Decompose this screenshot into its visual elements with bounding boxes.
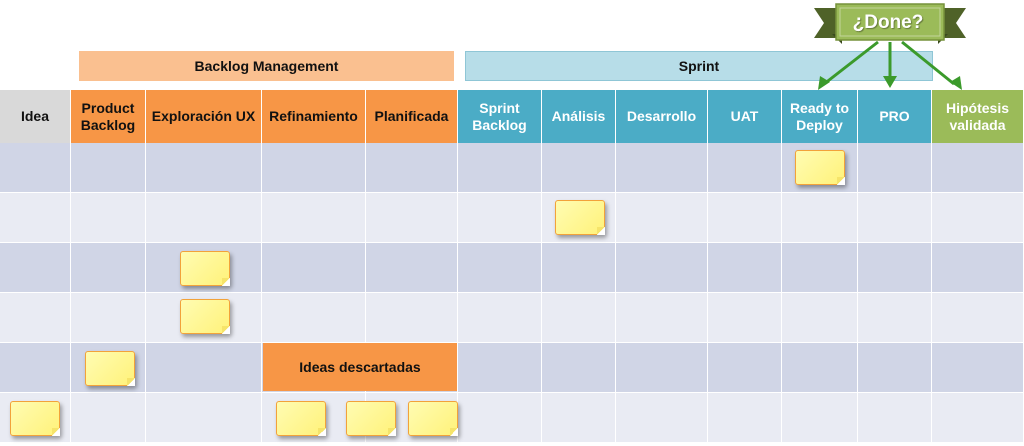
grid-cell — [708, 343, 782, 393]
sticky-note[interactable] — [10, 401, 60, 436]
discarded-ideas-banner: Ideas descartadas — [263, 343, 457, 391]
grid-cell — [932, 193, 1024, 243]
grid-cell — [858, 143, 932, 193]
grid-cell — [458, 343, 542, 393]
grid-cell — [708, 193, 782, 243]
grid-cell — [542, 293, 616, 343]
sprint-bar: Sprint — [465, 51, 933, 81]
done-ribbon — [814, 3, 966, 90]
column-header-idea: Idea — [0, 90, 71, 143]
column-header-refinamiento: Refinamiento — [262, 90, 366, 143]
grid-cell — [542, 393, 616, 443]
column-header-product-backlog: Product Backlog — [71, 90, 146, 143]
grid-cell — [71, 243, 146, 293]
column-header-planificada: Planificada — [366, 90, 458, 143]
grid-cell — [782, 343, 858, 393]
grid-cell — [932, 293, 1024, 343]
grid-cell — [616, 193, 708, 243]
grid-cell — [708, 393, 782, 443]
column-header-desarrollo: Desarrollo — [616, 90, 708, 143]
grid-cell — [458, 143, 542, 193]
grid-cell — [782, 243, 858, 293]
grid-cell — [366, 143, 458, 193]
grid-cell — [858, 243, 932, 293]
grid-cell — [858, 193, 932, 243]
grid-cell — [0, 193, 71, 243]
column-header-pro: PRO — [858, 90, 932, 143]
grid-cell — [782, 393, 858, 443]
grid-cell — [146, 193, 262, 243]
column-header-analisis: Análisis — [542, 90, 616, 143]
grid-cell — [858, 393, 932, 443]
grid-cell — [458, 243, 542, 293]
grid-cell — [542, 143, 616, 193]
grid-cell — [71, 143, 146, 193]
done-label: ¿Done? — [852, 12, 924, 33]
sticky-note[interactable] — [555, 200, 605, 235]
grid-cell — [262, 243, 366, 293]
grid-cell — [71, 293, 146, 343]
sticky-note[interactable] — [408, 401, 458, 436]
backlog-management-bar: Backlog Management — [79, 51, 454, 81]
grid-cell — [262, 193, 366, 243]
grid-cell — [616, 143, 708, 193]
grid-cell — [0, 293, 71, 343]
grid-cell — [616, 243, 708, 293]
sticky-note[interactable] — [795, 150, 845, 185]
grid-cell — [146, 393, 262, 443]
grid-cell — [932, 143, 1024, 193]
grid-cell — [782, 293, 858, 343]
grid-cell — [932, 343, 1024, 393]
grid-cell — [0, 143, 71, 193]
grid-cell — [146, 343, 262, 393]
grid-cell — [366, 293, 458, 343]
sticky-note[interactable] — [180, 299, 230, 334]
backlog-management-label: Backlog Management — [194, 58, 339, 74]
grid-cell — [932, 393, 1024, 443]
sticky-note[interactable] — [85, 351, 135, 386]
grid-cell — [146, 143, 262, 193]
sprint-label: Sprint — [678, 58, 720, 74]
grid-cell — [542, 343, 616, 393]
grid-cell — [858, 343, 932, 393]
grid-cell — [366, 243, 458, 293]
grid-cell — [616, 343, 708, 393]
grid-cell — [262, 293, 366, 343]
grid-cell — [71, 393, 146, 443]
grid-cell — [71, 193, 146, 243]
grid-cell — [0, 343, 71, 393]
discarded-ideas-label: Ideas descartadas — [299, 359, 421, 375]
sticky-note[interactable] — [276, 401, 326, 436]
grid-cell — [366, 193, 458, 243]
grid-cell — [0, 243, 71, 293]
grid-cell — [708, 293, 782, 343]
column-header-uat: UAT — [708, 90, 782, 143]
grid-cell — [858, 293, 932, 343]
grid-cell — [458, 193, 542, 243]
grid-cell — [458, 393, 542, 443]
grid-cell — [542, 243, 616, 293]
grid-cell — [616, 293, 708, 343]
grid-cell — [708, 143, 782, 193]
grid-cell — [458, 293, 542, 343]
sticky-note[interactable] — [180, 251, 230, 286]
column-header-hipotesis-validada: Hipótesis validada — [932, 90, 1024, 143]
grid-cell — [616, 393, 708, 443]
column-header-exploracion-ux: Exploración UX — [146, 90, 262, 143]
grid-cell — [262, 143, 366, 193]
column-header-ready-to-deploy: Ready to Deploy — [782, 90, 858, 143]
grid-cell — [782, 193, 858, 243]
sticky-note[interactable] — [346, 401, 396, 436]
grid-cell — [932, 243, 1024, 293]
grid-cell — [708, 243, 782, 293]
column-header-sprint-backlog: Sprint Backlog — [458, 90, 542, 143]
